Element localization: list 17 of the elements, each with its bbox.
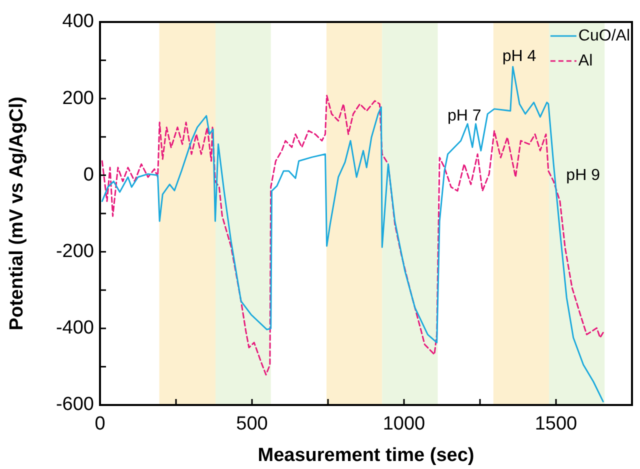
y-tick-label: -200 (56, 241, 94, 262)
y-tick-label: -600 (56, 394, 94, 416)
y-tick-label: 0 (83, 164, 94, 186)
x-tick-label: 500 (236, 414, 268, 435)
line-series (101, 94, 604, 376)
annotation: pH 4 (502, 48, 536, 65)
y-tick-label: 400 (62, 11, 94, 32)
annotation: pH 9 (566, 166, 600, 184)
x-tick-label: 1500 (534, 414, 578, 435)
legend-label: CuO/Al (578, 27, 630, 44)
y-axis-title: Potential (mV vs Ag/AgCl) (6, 96, 28, 330)
x-axis-title: Measurement time (sec) (258, 444, 474, 466)
y-tick-label: -400 (56, 318, 94, 339)
y-tick-label: 200 (62, 88, 94, 109)
annotation: pH 7 (448, 108, 482, 125)
legend-label: Al (578, 52, 593, 70)
x-tick-label: 1000 (382, 414, 426, 435)
